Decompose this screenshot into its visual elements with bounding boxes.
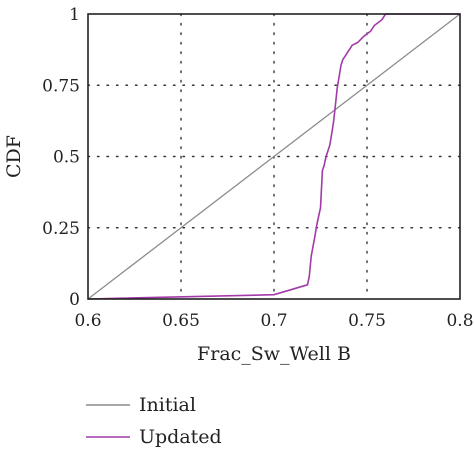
x-tick-label: 0.7 — [260, 311, 287, 331]
x-tick-label: 0.75 — [348, 311, 386, 331]
y-tick-label: 0 — [69, 290, 80, 310]
y-tick-label: 1 — [69, 5, 80, 25]
series-lines — [87, 13, 461, 300]
y-tick-label: 0.25 — [42, 219, 80, 239]
x-tick-label: 0.6 — [74, 311, 101, 331]
x-tick-label: 0.8 — [446, 311, 473, 331]
y-axis-label: CDF — [3, 135, 25, 178]
y-tick-label: 0.75 — [42, 76, 80, 96]
series-line-updated — [87, 13, 460, 300]
series-line-initial — [87, 13, 461, 300]
plot-frame — [87, 13, 461, 300]
x-tick-label: 0.65 — [162, 311, 200, 331]
legend-label-initial: Initial — [139, 394, 196, 416]
legend: Initial Updated — [86, 394, 222, 448]
x-axis-label: Frac_Sw_Well B — [197, 343, 351, 365]
legend-label-updated: Updated — [139, 426, 222, 448]
y-tick-label: 0.5 — [53, 148, 80, 168]
tick-labels: 0.6 0.65 0.7 0.75 0.8 0 0.25 0.5 0.75 1 — [42, 5, 473, 331]
